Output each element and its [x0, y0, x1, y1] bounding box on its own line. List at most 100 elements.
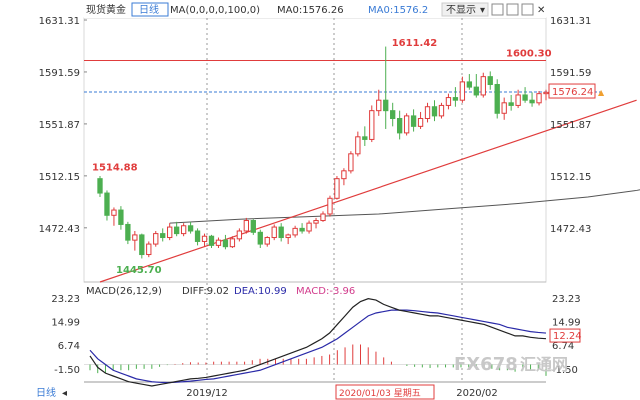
candle-body — [215, 239, 222, 246]
candle-body — [334, 178, 340, 199]
candle-body — [180, 225, 187, 235]
candle-body — [536, 93, 542, 104]
y-tick-label-left: 1591.59 — [39, 68, 80, 79]
close-icon[interactable]: ✕ — [537, 5, 545, 16]
y-tick-label-left: 1551.87 — [39, 120, 80, 131]
macd-tick-left: 14.99 — [51, 318, 80, 329]
candle-body — [153, 233, 159, 245]
candle-body — [515, 94, 521, 106]
candle-body — [438, 104, 445, 117]
macd-layer — [84, 298, 547, 387]
candle-body — [494, 83, 500, 114]
candle-body — [452, 97, 459, 101]
grid-icon[interactable] — [521, 3, 534, 16]
macd-current-label: 12.24 — [553, 331, 582, 342]
macd-tick-right: 6.74 — [552, 341, 574, 352]
candle-body — [459, 81, 466, 101]
chart-header-bar — [84, 0, 546, 18]
candle-body — [299, 227, 305, 232]
candle-body — [222, 239, 229, 248]
price-annotation: 1600.30 — [506, 49, 552, 60]
y-tick-label-right: 1631.31 — [550, 16, 591, 27]
footer-period[interactable]: 日线 — [36, 386, 56, 399]
watermark-name: 汇通网 — [520, 355, 568, 374]
candle-body — [271, 226, 277, 239]
candle-body — [543, 91, 549, 95]
ma0-value: MA0:1576.2 — [368, 5, 428, 16]
period-label: 日线 — [139, 3, 159, 16]
candle-body — [285, 234, 291, 239]
macd-tick-right: 14.99 — [552, 318, 581, 329]
candle-body — [431, 106, 438, 117]
macd-tick-left: 6.74 — [58, 341, 80, 352]
macd-tick-right: 23.23 — [552, 294, 581, 305]
candle-body — [369, 110, 375, 140]
chevron-down-icon: ▾ — [480, 5, 485, 16]
candle-body — [410, 115, 417, 127]
expand-icon[interactable] — [491, 3, 504, 16]
y-tick-label-left: 1631.31 — [39, 16, 80, 27]
candle-body — [473, 86, 479, 96]
candle-body — [466, 81, 473, 88]
candle-body — [383, 99, 389, 112]
candle-body — [278, 226, 284, 239]
candle-body — [327, 197, 333, 215]
candle-body — [501, 102, 507, 114]
current-price-label: 1576.24 — [552, 87, 593, 98]
candle-body — [362, 136, 368, 140]
ma-params: MA(0,0,0,0,100,0) — [170, 5, 260, 16]
instrument-title: 现货黄金 — [86, 3, 126, 16]
candle-body — [529, 99, 535, 104]
candle-body — [236, 230, 243, 240]
y-tick-label-right: 1472.43 — [550, 224, 591, 235]
candle-body — [187, 225, 194, 232]
date-tick: 2020/02 — [456, 388, 498, 399]
date-tick: 2019/12 — [186, 388, 228, 399]
price-annotation: 1611.42 — [392, 38, 438, 49]
candle-body — [313, 220, 319, 224]
footer-left-arrow-icon[interactable]: ◂ — [62, 388, 67, 399]
candle-body — [97, 178, 103, 194]
hide-dropdown[interactable] — [441, 2, 489, 17]
macd-axis: 23.23 23.23 14.99 14.99 6.74 6.74 -1.50 -1.50 12… — [51, 294, 581, 376]
candle-body — [487, 76, 493, 85]
trend-line — [99, 99, 637, 283]
ma100-line — [169, 189, 640, 224]
macd-hist-value: MACD:-3.96 — [296, 286, 355, 297]
macd-tick-left: 23.23 — [51, 294, 80, 305]
macd-current-box — [549, 328, 581, 343]
price-annotations-layer: 1611.42 1514.88 1445.70 1600.30 1576.24 ▲ — [92, 38, 605, 276]
current-price-box — [548, 83, 596, 99]
candle-body — [173, 226, 180, 235]
candle-body — [194, 230, 201, 242]
candle-body — [424, 106, 431, 120]
collapse-icon[interactable] — [506, 3, 519, 16]
candle-body — [306, 222, 312, 232]
y-tick-label-left: 1512.15 — [39, 172, 80, 183]
y-tick-label-right: 1512.15 — [550, 172, 591, 183]
candle-body — [396, 118, 403, 134]
candle-body — [125, 223, 131, 241]
y-tick-label-right: 1591.59 — [550, 68, 591, 79]
ma100-line-layer — [169, 189, 640, 224]
period-badge[interactable] — [131, 2, 169, 17]
candle-body — [250, 220, 256, 233]
watermark-code: FX678 — [454, 354, 518, 375]
cursor-date: 2020/01/03 星期五 — [339, 388, 421, 399]
candle-body — [229, 238, 236, 248]
candle-body — [264, 237, 270, 245]
current-price-marker-icon: ▲ — [598, 88, 605, 97]
candles-layer — [97, 46, 549, 259]
candle-body — [167, 226, 173, 239]
candle-body — [146, 243, 152, 256]
candle-body — [390, 110, 396, 120]
candle-body — [118, 209, 124, 225]
candle-body — [292, 227, 298, 236]
candle-body — [320, 213, 326, 222]
candle-body — [522, 94, 528, 101]
candle-body — [348, 153, 354, 172]
macd-diff-line — [89, 298, 547, 387]
candle-body — [376, 99, 382, 112]
candle-body — [403, 115, 410, 134]
